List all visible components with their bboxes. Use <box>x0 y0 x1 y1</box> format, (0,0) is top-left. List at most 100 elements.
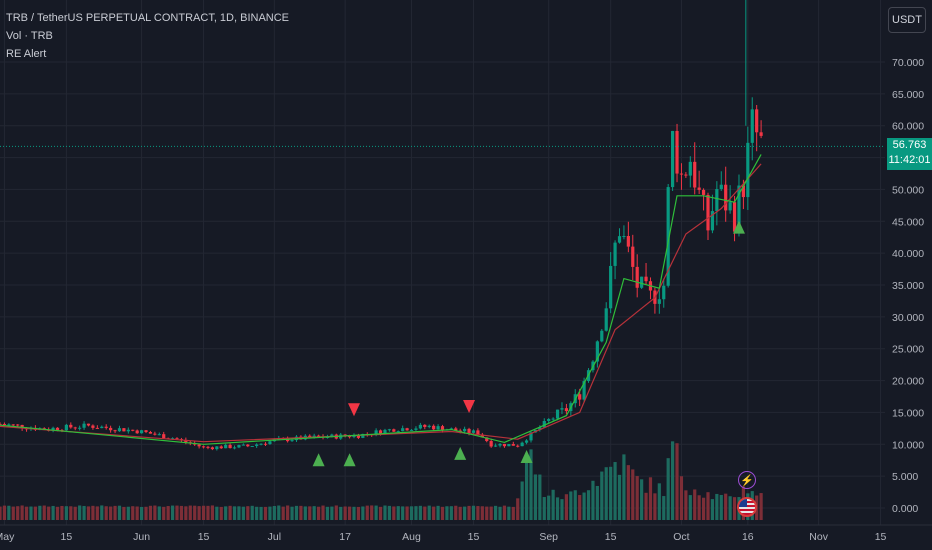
volume-bar <box>91 505 95 520</box>
y-tick-label: 15.000 <box>892 407 924 419</box>
volume-bar <box>188 505 192 520</box>
volume-bar <box>100 505 104 520</box>
candle-body <box>489 441 493 447</box>
candle-body <box>356 435 361 438</box>
volume-bar <box>626 465 630 520</box>
volume-bar <box>511 506 515 520</box>
volume-bar <box>144 506 148 520</box>
candle-body <box>732 202 737 232</box>
volume-bar <box>224 506 228 520</box>
volume-bar <box>454 505 458 520</box>
currency-button[interactable]: USDT <box>888 7 926 33</box>
candle-body <box>551 418 555 420</box>
volume-bar <box>64 506 68 520</box>
x-tick-label: 15 <box>198 531 210 543</box>
volume-bar <box>622 454 626 520</box>
volume-bar <box>339 506 343 520</box>
candle-body <box>2 423 7 425</box>
candle-body <box>414 428 418 430</box>
alert-indicator-label[interactable]: RE Alert <box>6 48 47 60</box>
candle-body <box>317 435 321 437</box>
candle-body <box>498 443 502 446</box>
price-axis[interactable]: 0.000 5.000 10.000 15.000 20.000 25.000 30.000… <box>892 57 924 515</box>
volume-bar <box>697 495 701 520</box>
buy-signal-marker <box>520 450 533 464</box>
volume-bar <box>241 506 245 520</box>
volume-bar <box>378 506 383 520</box>
volume-bar <box>631 469 635 520</box>
candle-body <box>671 130 675 188</box>
volume-bar <box>73 506 77 520</box>
candle-body <box>16 424 20 426</box>
candle-body <box>609 265 613 309</box>
volume-bar <box>352 506 356 520</box>
candle-body <box>219 446 223 449</box>
volume-indicator-label[interactable]: Vol · TRB <box>6 30 53 42</box>
candle-body <box>701 189 706 195</box>
candle-body <box>409 429 414 431</box>
volume-bar <box>206 505 210 520</box>
x-tick-label: Jun <box>133 531 150 543</box>
x-tick-label: 15 <box>61 531 73 543</box>
candle-body <box>560 408 564 410</box>
candle-body <box>741 185 745 198</box>
candle-body <box>454 428 458 431</box>
candle-body <box>210 447 214 450</box>
volume-bar <box>657 483 661 520</box>
volume-bar <box>732 497 737 520</box>
volume-bar <box>51 505 55 520</box>
candle-body <box>175 438 179 440</box>
volume-bar <box>131 506 135 520</box>
candle-body <box>746 142 750 198</box>
volume-bar <box>383 505 387 520</box>
candle-body <box>55 427 60 431</box>
volume-bar <box>272 505 276 520</box>
candle-body <box>458 430 462 432</box>
candle-body <box>719 184 723 190</box>
x-tick-label: Jul <box>268 531 281 543</box>
candle-body <box>312 435 316 438</box>
y-tick-label: 70.000 <box>892 57 924 69</box>
candle-body <box>635 266 639 288</box>
volume-bar <box>582 492 586 520</box>
volume-bar <box>60 505 64 520</box>
volume-bar <box>259 506 263 520</box>
candle-body <box>564 408 568 412</box>
volume-bar <box>653 493 657 520</box>
candle-body <box>542 420 546 428</box>
volume-bar <box>122 506 126 520</box>
candle-body <box>268 441 272 445</box>
candle-body <box>224 444 228 449</box>
volume-bar <box>609 466 613 520</box>
volume-bar <box>405 506 409 520</box>
volume-bar <box>666 458 670 520</box>
volume-bar <box>604 467 608 520</box>
candle-body <box>511 444 515 446</box>
candle-body <box>666 187 670 286</box>
candle-body <box>144 430 148 433</box>
alert-signals <box>312 220 745 467</box>
x-tick-label: Oct <box>673 531 689 543</box>
volume-bar <box>201 505 206 520</box>
candle-body <box>197 444 201 447</box>
candle-body <box>237 445 241 448</box>
volume-bar <box>286 505 290 520</box>
volume-bar <box>644 492 648 520</box>
time-axis[interactable]: May 15 Jun 15 Jul 17 Aug 15 Sep 15 Oct 16 Nov 15 <box>0 524 932 543</box>
us-flag-icon[interactable] <box>737 497 757 517</box>
candle-body <box>693 161 697 188</box>
symbol-title[interactable]: TRB / TetherUS PERPETUAL CONTRACT, 1D, B… <box>6 12 290 24</box>
y-tick-label: 35.000 <box>892 280 924 292</box>
flash-icon[interactable]: ⚡ <box>738 471 756 489</box>
y-tick-label: 40.000 <box>892 248 924 260</box>
candle-body <box>330 434 334 437</box>
sell-signal-marker <box>348 403 360 417</box>
volume-bar <box>109 506 113 520</box>
volume-bar <box>69 506 73 520</box>
volume-bar <box>564 494 568 520</box>
volume-bar <box>600 471 604 520</box>
candle-body <box>640 276 644 288</box>
volume-bar <box>303 506 307 520</box>
buy-signal-marker <box>312 453 325 467</box>
